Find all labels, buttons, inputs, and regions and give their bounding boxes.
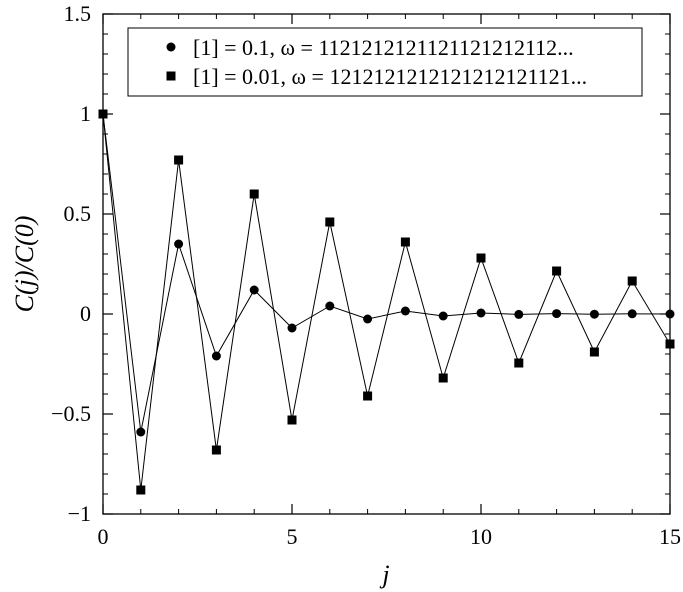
data-point-circle [325, 301, 335, 311]
series-1 [98, 109, 675, 495]
y-tick-label: −1 [68, 501, 91, 526]
y-axis-label: C(j)/C(0) [10, 216, 39, 313]
data-point-square [400, 237, 410, 247]
data-point-circle [211, 351, 221, 361]
tick-labels: 0 5 10 15 −1 −0.5 0 0.5 1 1.5 [51, 1, 681, 549]
data-point-square [476, 253, 486, 263]
data-point-square [363, 391, 373, 401]
x-tick-label: 15 [659, 524, 681, 549]
data-point-square [174, 155, 184, 165]
data-point-circle [589, 309, 599, 319]
data-point-square [249, 189, 259, 199]
data-point-circle [665, 309, 675, 319]
data-point-circle [174, 239, 184, 249]
y-tick-label: −0.5 [51, 401, 91, 426]
legend-marker-circle [166, 42, 176, 52]
plot-frame [102, 13, 671, 515]
data-point-square [514, 358, 524, 368]
legend-box [127, 27, 643, 97]
series-0 [98, 109, 675, 437]
y-tick-label: 0 [80, 301, 91, 326]
y-tick-label: 0.5 [64, 201, 92, 226]
x-tick-label: 0 [98, 524, 109, 549]
legend-label-1: [1] = 0.01, ω = 1212121212121212121121..… [193, 64, 587, 89]
series-layer [98, 109, 675, 495]
data-point-square [325, 217, 335, 227]
data-point-square [552, 266, 562, 276]
data-point-square [627, 276, 637, 286]
data-point-circle [552, 309, 562, 319]
data-point-circle [627, 309, 637, 319]
legend: [1] = 0.1, ω = 1121212121121121212112...… [127, 27, 643, 97]
data-point-circle [363, 314, 373, 324]
data-point-square [287, 415, 297, 425]
x-axis-label: j [379, 560, 389, 589]
data-point-square [665, 339, 675, 349]
legend-label-0: [1] = 0.1, ω = 1121212121121121212112... [193, 35, 574, 60]
data-point-square [438, 373, 448, 383]
data-point-square [589, 347, 599, 357]
data-point-circle [438, 311, 448, 321]
data-point-square [136, 485, 146, 495]
data-point-circle [287, 323, 297, 333]
data-point-circle [136, 427, 146, 437]
x-tick-label: 10 [470, 524, 492, 549]
data-point-square [211, 445, 221, 455]
legend-marker-square [166, 71, 176, 81]
series-line-1 [102, 113, 671, 491]
data-point-square [98, 109, 108, 119]
data-point-circle [476, 308, 486, 318]
y-tick-label: 1.5 [64, 1, 92, 26]
y-tick-label: 1 [80, 101, 91, 126]
data-point-circle [249, 285, 259, 295]
data-point-circle [514, 309, 524, 319]
x-tick-label: 5 [287, 524, 298, 549]
series-line-0 [102, 113, 671, 433]
data-point-circle [400, 306, 410, 316]
